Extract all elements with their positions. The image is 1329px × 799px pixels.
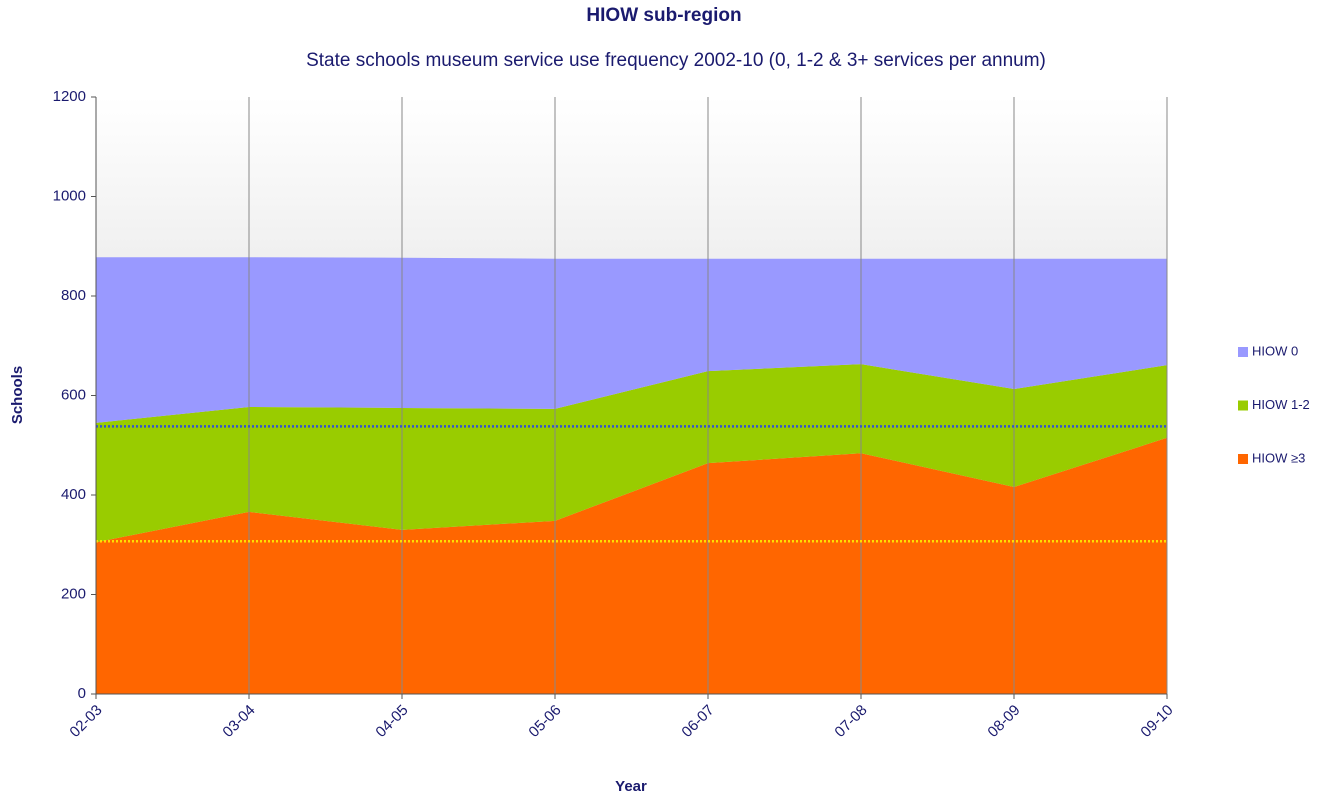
x-tick-label: 03-04	[219, 702, 258, 741]
area	[96, 364, 1167, 543]
chart-title: HIOW sub-region	[586, 5, 741, 26]
y-tick-label: 800	[61, 287, 86, 304]
legend-swatch	[1238, 400, 1248, 411]
y-tick-label: 1200	[53, 88, 86, 105]
x-tick-label: 06-07	[678, 702, 717, 741]
chart-subtitle: State schools museum service use frequen…	[306, 50, 1046, 71]
legend-swatch	[1238, 347, 1248, 357]
legend-label: HIOW 0	[1252, 343, 1298, 358]
legend-swatch	[1238, 454, 1248, 464]
x-axis-label: Year	[615, 778, 647, 795]
legend-label: HIOW 1-2	[1252, 397, 1310, 412]
x-tick-label: 02-03	[66, 702, 105, 741]
area	[96, 257, 1167, 423]
y-tick-label: 400	[61, 486, 86, 503]
y-tick-label: 1000	[53, 187, 86, 204]
area	[96, 437, 1167, 694]
y-tick-label: 200	[61, 585, 86, 602]
y-axis-label: Schools	[9, 366, 26, 424]
x-tick-label: 09-10	[1137, 702, 1176, 741]
x-tick-label: 08-09	[984, 702, 1023, 741]
x-tick-label: 04-05	[372, 702, 411, 741]
x-tick-label: 07-08	[831, 702, 870, 741]
y-tick-label: 0	[78, 685, 86, 702]
y-tick-label: 600	[61, 386, 86, 403]
legend-label: HIOW ≥3	[1252, 450, 1305, 465]
x-tick-label: 05-06	[525, 702, 564, 741]
